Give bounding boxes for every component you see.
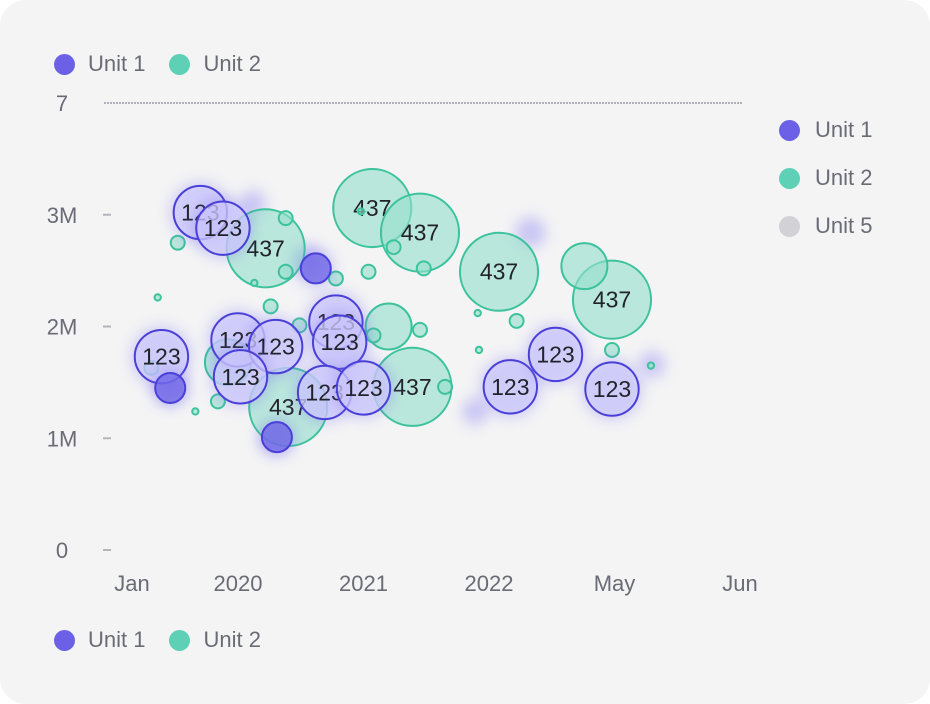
bubble <box>277 263 294 280</box>
legend-dot <box>779 167 800 189</box>
bubble <box>482 359 539 415</box>
bubble-label: 123 <box>204 215 242 241</box>
bubble-label: 437 <box>246 235 284 261</box>
y-tick-label: 3M <box>47 203 78 228</box>
legend-label: Unit 2 <box>203 627 261 652</box>
legend-label: Unit 5 <box>815 213 873 238</box>
bubble <box>195 200 251 256</box>
bubble <box>356 207 366 216</box>
y-tick-label: 0 <box>56 538 68 563</box>
legend-label: Unit 1 <box>815 117 873 142</box>
bubble-label: 123 <box>536 341 574 367</box>
bubble-label: 123 <box>221 364 259 390</box>
y-tick-label: 7 <box>56 91 68 116</box>
bubble <box>459 231 540 312</box>
legend-item-unit-1[interactable]: Unit 1 <box>54 627 145 653</box>
bubble <box>250 278 259 288</box>
legend-item-unit-2[interactable]: Unit 2 <box>779 154 872 202</box>
legend-item-unit-2[interactable]: Unit 2 <box>169 51 261 77</box>
bubble <box>154 371 187 404</box>
bubble <box>212 349 269 405</box>
bubble-label: 123 <box>491 374 529 400</box>
bubble <box>560 242 609 291</box>
bubble <box>262 298 279 315</box>
x-tick-label: Jun <box>722 571 757 596</box>
bubble <box>169 234 186 251</box>
legend-item-unit-2[interactable]: Unit 2 <box>169 627 261 653</box>
bubble <box>646 361 656 370</box>
bubble-label: 123 <box>593 376 631 402</box>
bubble <box>277 210 294 227</box>
legend-top: Unit 1 Unit 2 <box>54 51 285 77</box>
x-tick-label: 2021 <box>339 571 388 596</box>
bubble-label: 437 <box>401 220 439 246</box>
x-tick-label: Jan <box>114 571 149 596</box>
bubble <box>474 345 484 355</box>
bubble-label: 437 <box>480 259 518 285</box>
axes: 0 1M 2M 3M 7 Jan 2020 2021 2022 May Jun <box>47 91 758 596</box>
bubble <box>260 421 293 454</box>
bubble <box>437 378 454 395</box>
legend-dot <box>54 629 75 651</box>
legend-dot <box>779 119 800 141</box>
bubble <box>473 308 482 318</box>
legend-dot <box>169 629 191 651</box>
legend-bottom: Unit 1 Unit 2 <box>54 627 285 653</box>
legend-item-unit-1[interactable]: Unit 1 <box>54 51 145 77</box>
bubble-label: 123 <box>142 344 180 370</box>
bubble <box>604 341 620 358</box>
legend-label: Unit 2 <box>815 165 873 190</box>
x-tick-label: 2022 <box>465 571 514 596</box>
x-tick-label: May <box>594 571 636 596</box>
legend-label: Unit 1 <box>88 51 146 76</box>
legend-dot <box>169 53 191 75</box>
bubble <box>584 361 640 417</box>
bubble <box>385 239 402 256</box>
bubble <box>299 252 332 285</box>
y-tick-label: 1M <box>47 426 78 451</box>
bubble <box>527 326 584 383</box>
bubble <box>412 321 428 338</box>
legend-dot <box>779 215 800 237</box>
legend-label: Unit 1 <box>88 627 146 652</box>
bubble <box>153 293 162 302</box>
bubble <box>191 407 200 416</box>
series-unit-1: 123123123123123123123123123123123123123 <box>130 181 643 457</box>
legend-item-unit-5[interactable]: Unit 5 <box>779 202 872 250</box>
bubble-label: 123 <box>344 375 382 401</box>
bubble <box>415 260 432 277</box>
glow-bubble <box>461 398 489 425</box>
legend-right: Unit 1 Unit 2 Unit 5 <box>779 106 872 250</box>
legend-dot <box>54 53 75 75</box>
x-tick-label: 2020 <box>214 571 263 596</box>
bubble-label: 123 <box>320 329 358 355</box>
legend-label: Unit 2 <box>203 51 261 76</box>
bubble <box>335 360 392 416</box>
y-tick-label: 2M <box>47 315 78 340</box>
bubble-label: 123 <box>256 334 294 360</box>
bubble <box>360 263 377 280</box>
bubble <box>508 312 525 329</box>
bubble-label: 437 <box>393 374 431 400</box>
bubble-label: 437 <box>593 287 631 313</box>
legend-item-unit-1[interactable]: Unit 1 <box>779 106 872 154</box>
